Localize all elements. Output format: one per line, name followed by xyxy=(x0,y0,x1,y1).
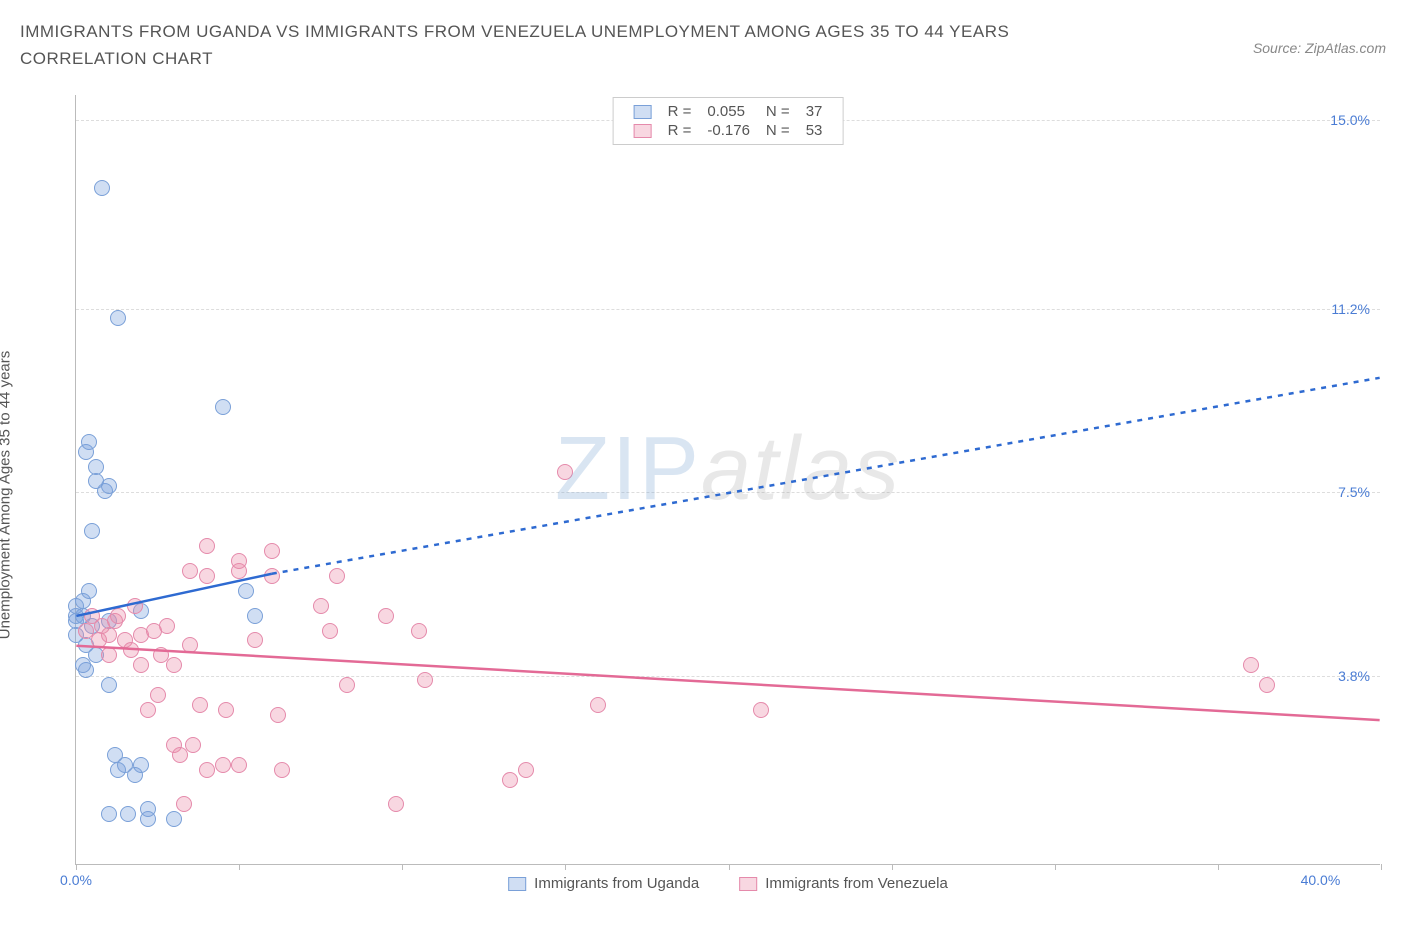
x-tick xyxy=(76,864,77,870)
data-point xyxy=(247,632,263,648)
legend-item: Immigrants from Uganda xyxy=(508,875,699,892)
chart-container: R =0.055N =37R =-0.176N =53 ZIPatlas Imm… xyxy=(20,95,1386,895)
data-point xyxy=(231,757,247,773)
trend-lines xyxy=(76,95,1380,864)
x-tick xyxy=(1381,864,1382,870)
data-point xyxy=(215,757,231,773)
data-point xyxy=(1243,657,1259,673)
data-point xyxy=(411,623,427,639)
data-point xyxy=(518,762,534,778)
data-point xyxy=(101,806,117,822)
data-point xyxy=(199,538,215,554)
data-point xyxy=(264,543,280,559)
data-point xyxy=(1259,677,1275,693)
data-point xyxy=(192,697,208,713)
y-tick-label: 7.5% xyxy=(1338,484,1370,500)
data-point xyxy=(166,657,182,673)
data-point xyxy=(133,757,149,773)
data-point xyxy=(101,647,117,663)
x-tick xyxy=(565,864,566,870)
data-point xyxy=(199,762,215,778)
legend-row: R =-0.176N =53 xyxy=(626,121,831,140)
y-tick-label: 3.8% xyxy=(1338,668,1370,684)
legend-row: R =0.055N =37 xyxy=(626,102,831,121)
data-point xyxy=(270,707,286,723)
data-point xyxy=(238,583,254,599)
data-point xyxy=(159,618,175,634)
data-point xyxy=(101,478,117,494)
watermark-zip: ZIP xyxy=(555,419,701,519)
data-point xyxy=(215,399,231,415)
title-bar: IMMIGRANTS FROM UGANDA VS IMMIGRANTS FRO… xyxy=(0,0,1406,78)
gridline xyxy=(76,492,1380,493)
data-point xyxy=(247,608,263,624)
data-point xyxy=(182,563,198,579)
x-tick xyxy=(892,864,893,870)
series-legend: Immigrants from Uganda Immigrants from Ve… xyxy=(508,875,948,892)
y-axis-label: Unemployment Among Ages 35 to 44 years xyxy=(0,351,14,640)
data-point xyxy=(231,553,247,569)
data-point xyxy=(329,568,345,584)
data-point xyxy=(110,608,126,624)
data-point xyxy=(753,702,769,718)
data-point xyxy=(81,583,97,599)
data-point xyxy=(322,623,338,639)
data-point xyxy=(557,464,573,480)
x-tick xyxy=(1218,864,1219,870)
data-point xyxy=(502,772,518,788)
data-point xyxy=(264,568,280,584)
watermark: ZIPatlas xyxy=(555,418,901,521)
chart-title: IMMIGRANTS FROM UGANDA VS IMMIGRANTS FRO… xyxy=(20,18,1120,72)
legend-item: Immigrants from Venezuela xyxy=(739,875,948,892)
data-point xyxy=(274,762,290,778)
x-tick xyxy=(239,864,240,870)
data-point xyxy=(94,180,110,196)
gridline xyxy=(76,309,1380,310)
data-point xyxy=(101,627,117,643)
data-point xyxy=(140,702,156,718)
x-tick-label: 40.0% xyxy=(1301,872,1341,888)
data-point xyxy=(417,672,433,688)
data-point xyxy=(88,459,104,475)
source-credit: Source: ZipAtlas.com xyxy=(1253,18,1386,56)
data-point xyxy=(150,687,166,703)
data-point xyxy=(166,811,182,827)
data-point xyxy=(176,796,192,812)
data-point xyxy=(81,434,97,450)
data-point xyxy=(185,737,201,753)
data-point xyxy=(182,637,198,653)
data-point xyxy=(75,657,91,673)
y-tick-label: 11.2% xyxy=(1331,301,1370,317)
data-point xyxy=(313,598,329,614)
data-point xyxy=(123,642,139,658)
correlation-legend: R =0.055N =37R =-0.176N =53 xyxy=(613,97,844,145)
data-point xyxy=(378,608,394,624)
data-point xyxy=(388,796,404,812)
data-point xyxy=(120,806,136,822)
watermark-atlas: atlas xyxy=(701,419,901,519)
gridline xyxy=(76,676,1380,677)
data-point xyxy=(218,702,234,718)
data-point xyxy=(101,677,117,693)
data-point xyxy=(590,697,606,713)
x-tick xyxy=(402,864,403,870)
y-tick-label: 15.0% xyxy=(1330,112,1370,128)
data-point xyxy=(127,598,143,614)
data-point xyxy=(110,310,126,326)
x-tick xyxy=(729,864,730,870)
data-point xyxy=(140,801,156,817)
data-point xyxy=(339,677,355,693)
data-point xyxy=(199,568,215,584)
plot-area: R =0.055N =37R =-0.176N =53 ZIPatlas Imm… xyxy=(75,95,1380,865)
x-tick xyxy=(1055,864,1056,870)
data-point xyxy=(133,657,149,673)
x-tick-label: 0.0% xyxy=(60,872,92,888)
data-point xyxy=(84,523,100,539)
